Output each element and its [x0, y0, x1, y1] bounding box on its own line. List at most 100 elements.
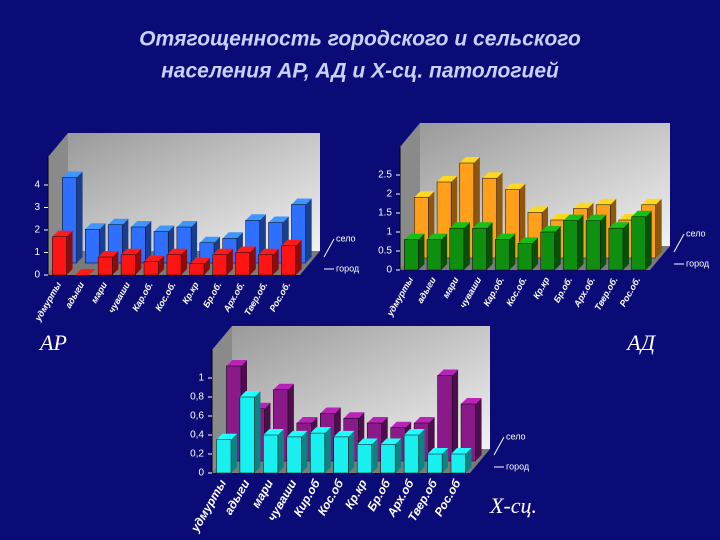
bar-top	[631, 210, 652, 217]
legend-leader	[323, 238, 335, 258]
bar-top	[482, 172, 503, 179]
bar-top	[245, 214, 266, 221]
bar-top	[414, 191, 435, 198]
bar	[263, 434, 279, 474]
bar-side	[371, 438, 378, 473]
bar-side	[452, 369, 459, 461]
bar-top	[449, 222, 470, 229]
legend-label: село	[686, 228, 706, 238]
y-tick-label: 2.5	[378, 170, 392, 181]
bar-top	[427, 448, 449, 454]
chart-label: АД	[625, 330, 656, 355]
bar	[281, 245, 296, 276]
x-tick-label: удмурты	[384, 275, 415, 319]
bar-top	[216, 433, 237, 440]
y-tick-label: 1	[198, 373, 204, 384]
bar-side	[226, 248, 233, 275]
bar-top	[573, 202, 594, 209]
bar-top	[517, 237, 539, 244]
legend-label: село	[506, 431, 526, 441]
bar-top	[596, 198, 617, 205]
x-tick-label: Бр.об.	[552, 275, 575, 304]
x-tick-label: Арх.об.	[221, 280, 247, 314]
bar	[120, 254, 136, 276]
bar	[143, 261, 159, 276]
bar-top	[437, 176, 458, 182]
x-tick-label: мари	[89, 280, 109, 305]
bar	[239, 396, 255, 474]
x-tick-label: Твер.об.	[242, 280, 269, 317]
bar-side	[305, 198, 312, 263]
x-tick-label: чуваши	[106, 280, 132, 315]
bar-side	[486, 222, 493, 270]
bar-top	[121, 248, 142, 255]
bar-top	[310, 427, 331, 434]
bar-top	[563, 214, 584, 221]
bar-top	[390, 421, 412, 428]
bar	[563, 220, 578, 271]
bar-side	[475, 398, 482, 461]
bar-top	[75, 269, 96, 275]
bar-top	[437, 369, 459, 376]
bar-top	[258, 248, 279, 255]
bar-side	[509, 233, 516, 270]
bar-top	[62, 171, 83, 178]
bar-top	[527, 206, 549, 213]
bar-side	[230, 433, 237, 473]
y-tick-label: 0	[386, 265, 392, 276]
bar	[631, 216, 646, 271]
bar-side	[254, 391, 261, 473]
legend-label: город	[506, 461, 530, 471]
bar-side	[249, 246, 256, 275]
x-tick-label: Кр.кр	[531, 275, 552, 301]
y-tick-label: 3	[34, 202, 40, 213]
y-tick-label: 4	[34, 180, 40, 191]
x-tick-label: мари	[441, 275, 461, 300]
bar	[426, 239, 442, 271]
bar	[517, 243, 533, 271]
bar	[540, 231, 556, 271]
bar-side	[532, 237, 539, 270]
x-tick-label: Кр.кр	[180, 280, 201, 306]
bar-top	[273, 383, 294, 390]
bar-top	[176, 221, 198, 227]
bar-top	[235, 246, 256, 253]
chart-label: АР	[38, 330, 67, 355]
bar-top	[131, 221, 152, 227]
bar-top	[451, 448, 472, 454]
bar-top	[357, 438, 378, 445]
bar-top	[414, 417, 435, 423]
bar-top	[291, 198, 312, 205]
bar-top	[367, 417, 388, 423]
x-tick-label: Рос.об.	[618, 275, 643, 308]
bar-top	[586, 214, 607, 221]
bar-side	[324, 427, 331, 473]
bar	[427, 453, 443, 474]
bar-side	[465, 448, 472, 473]
slide-title: Отягощенность городского и сельского	[139, 28, 581, 51]
bar-top	[166, 248, 188, 255]
x-tick-label: удмурты	[32, 280, 63, 324]
legend-leader	[493, 436, 505, 456]
bar-side	[442, 448, 449, 473]
bar	[97, 256, 113, 276]
bar	[166, 254, 182, 276]
bar-top	[472, 222, 493, 229]
bar-side	[76, 171, 83, 263]
bar-side	[135, 248, 142, 275]
bar-top	[226, 360, 247, 366]
bar-side	[655, 198, 662, 258]
bar	[404, 239, 419, 271]
x-tick-label: адыги	[415, 275, 438, 305]
bar-top	[608, 222, 629, 229]
bar-top	[153, 225, 175, 232]
bar-side	[112, 251, 119, 275]
legend-label: город	[686, 258, 710, 268]
bar-top	[505, 183, 526, 190]
bar-top	[108, 218, 129, 225]
bar-side	[66, 230, 73, 275]
bar-top	[239, 391, 261, 397]
bar	[258, 254, 273, 276]
bar	[494, 239, 510, 271]
